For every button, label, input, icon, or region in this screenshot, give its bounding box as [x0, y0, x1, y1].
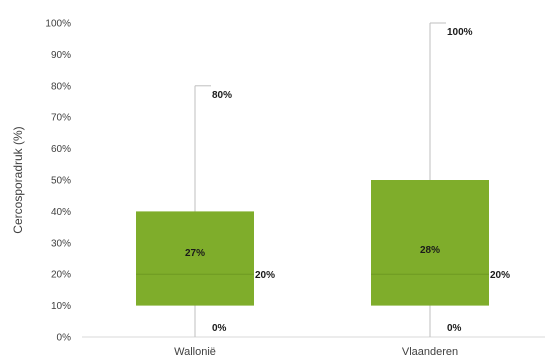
- y-axis-label: Cercosporadruk (%): [11, 126, 25, 233]
- box-rect: [371, 180, 489, 306]
- median-label: 20%: [490, 270, 510, 281]
- x-axis-categories: Wallonië Vlaanderen: [174, 346, 458, 358]
- y-tick-label: 30%: [51, 238, 71, 249]
- y-tick-label: 80%: [51, 81, 71, 92]
- box-rect: [136, 211, 254, 306]
- box-group: 100% 28% 20% 0%: [371, 22, 510, 337]
- y-tick-label: 50%: [51, 176, 71, 187]
- min-label: 0%: [447, 323, 462, 334]
- mean-label: 27%: [185, 248, 205, 259]
- y-tick-label: 90%: [51, 50, 71, 61]
- box-series: 80% 27% 20% 0% 100% 28% 20% 0%: [136, 22, 510, 337]
- y-axis-ticks: 0% 10% 20% 30% 40% 50% 60% 70% 80% 90% 100%: [45, 19, 71, 344]
- y-tick-label: 70%: [51, 113, 71, 124]
- y-tick-label: 0%: [57, 333, 72, 344]
- x-category-label: Vlaanderen: [402, 346, 458, 358]
- y-tick-label: 20%: [51, 270, 71, 281]
- max-label: 80%: [212, 90, 232, 101]
- y-tick-label: 10%: [51, 301, 71, 312]
- x-category-label: Wallonië: [174, 346, 216, 358]
- box-group: 80% 27% 20% 0%: [136, 85, 275, 337]
- max-label: 100%: [447, 27, 473, 38]
- median-label: 20%: [255, 270, 275, 281]
- y-tick-label: 60%: [51, 144, 71, 155]
- mean-label: 28%: [420, 245, 440, 256]
- y-tick-label: 40%: [51, 207, 71, 218]
- min-label: 0%: [212, 323, 227, 334]
- y-tick-label: 100%: [45, 19, 71, 30]
